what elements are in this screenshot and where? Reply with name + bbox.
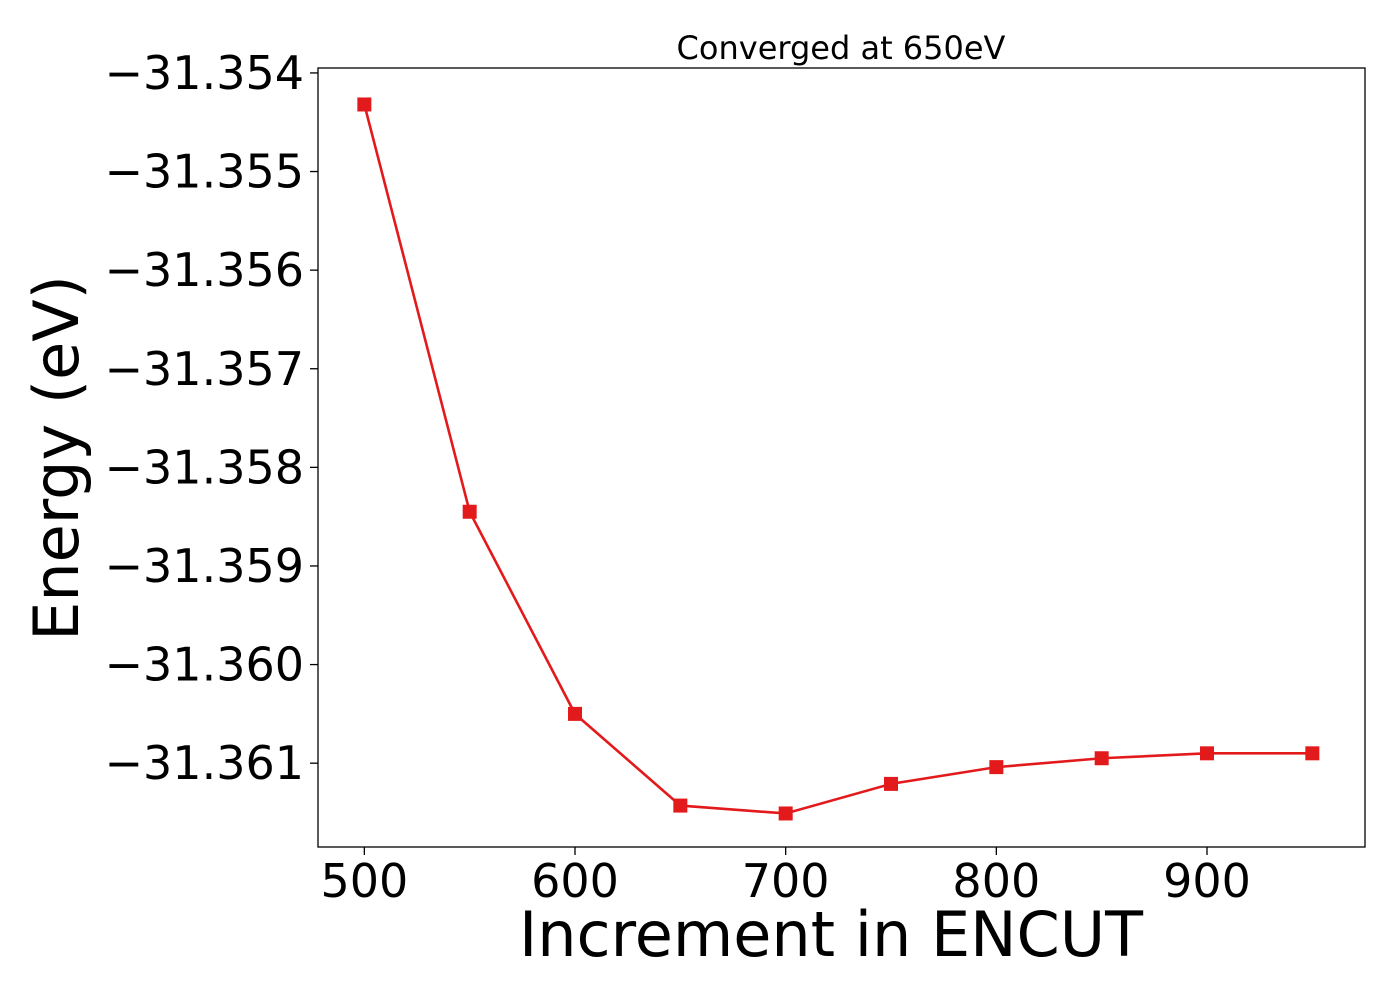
y-tick-label: −31.360: [105, 638, 305, 692]
y-tick-label: −31.355: [105, 145, 305, 199]
data-point-marker: [462, 504, 477, 519]
data-point-marker: [673, 798, 688, 813]
data-point-marker: [884, 776, 899, 791]
x-tick-label: 500: [320, 854, 408, 908]
x-axis-ticks: 500 600 700 800 900: [320, 847, 1251, 908]
y-tick-label: −31.359: [105, 539, 305, 593]
y-axis-label: Energy (eV): [20, 275, 93, 641]
x-axis-label: Increment in ENCUT: [519, 898, 1144, 971]
series-line: [363, 104, 1313, 815]
data-point-marker: [1200, 746, 1215, 761]
chart-title: Converged at 650eV: [677, 29, 1006, 67]
data-point-marker: [357, 97, 372, 112]
y-tick-label: −31.354: [105, 46, 305, 100]
y-tick-label: −31.356: [105, 243, 305, 297]
y-tick-label: −31.358: [105, 440, 305, 494]
y-tick-label: −31.357: [105, 342, 305, 396]
y-axis-ticks: −31.354 −31.355 −31.356 −31.357 −31.358 −31.3…: [105, 46, 318, 790]
y-tick-label: −31.361: [105, 736, 305, 790]
plot-frame: [317, 67, 1366, 848]
x-tick-label: 900: [1163, 854, 1251, 908]
data-point-marker: [1305, 746, 1320, 761]
data-point-marker: [778, 806, 793, 821]
plot-background: [318, 68, 1365, 847]
x-tick-label: 700: [742, 854, 830, 908]
data-point-marker: [989, 760, 1004, 775]
x-tick-label: 600: [531, 854, 619, 908]
x-tick-label: 800: [952, 854, 1040, 908]
data-point-marker: [568, 706, 583, 721]
data-point-marker: [1094, 751, 1109, 766]
series-layer: [357, 97, 1320, 821]
